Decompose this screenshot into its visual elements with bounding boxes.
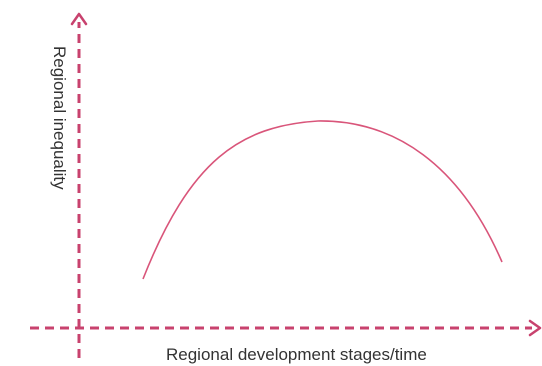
inverted-u-curve (142, 120, 503, 280)
y-axis-label: Regional inequality (50, 46, 69, 190)
x-axis-arrowhead (528, 319, 542, 337)
x-axis-label: Regional development stages/time (166, 345, 427, 364)
y-axis-arrowhead (70, 12, 88, 26)
